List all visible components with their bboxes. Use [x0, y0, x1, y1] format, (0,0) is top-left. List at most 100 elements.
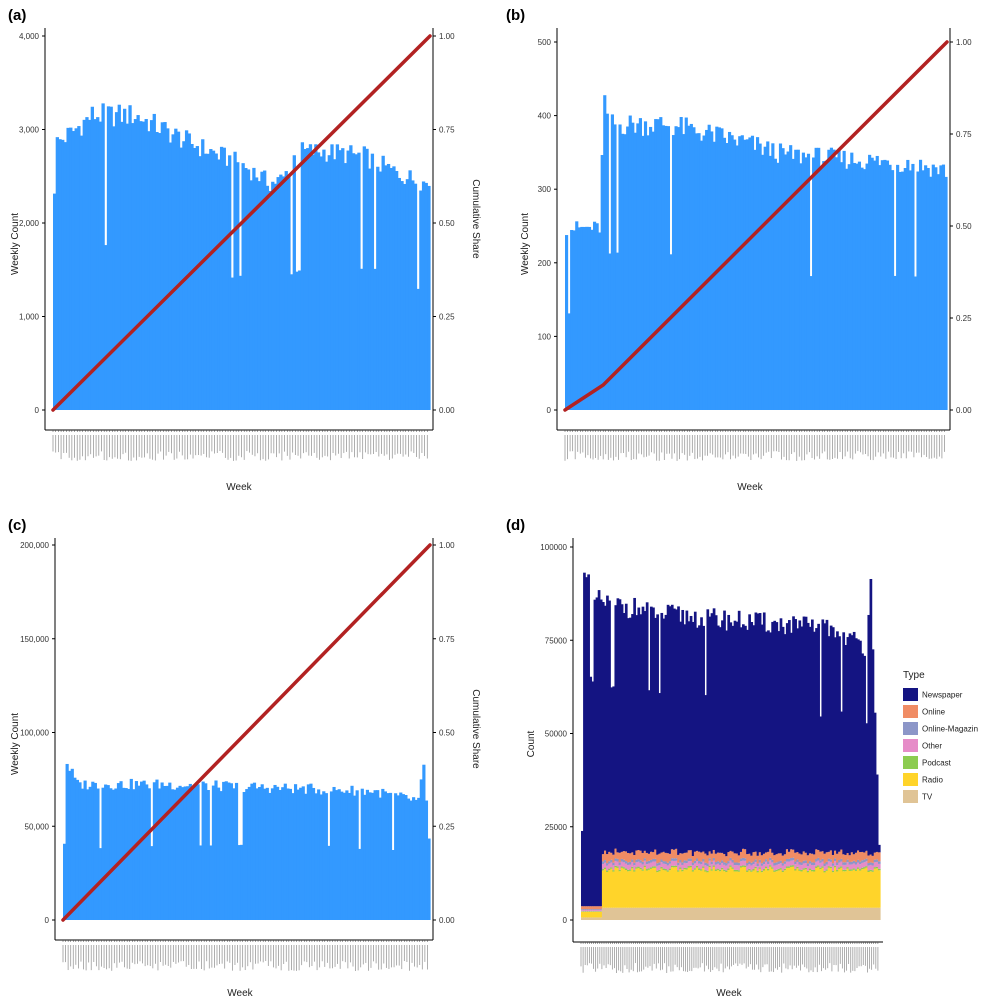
bar-newspaper	[867, 614, 871, 856]
bar	[661, 125, 665, 410]
bar-online	[854, 852, 858, 862]
left-tick-label: 0	[547, 406, 552, 415]
bar-online	[754, 851, 758, 860]
bar-other	[591, 910, 595, 912]
bar-other	[639, 862, 643, 868]
bar	[707, 124, 711, 410]
bar	[633, 132, 637, 410]
bar-podcast	[587, 911, 590, 912]
bar-online	[683, 852, 687, 861]
bar-online	[877, 852, 881, 862]
bar-radio	[765, 868, 768, 908]
bar	[827, 149, 831, 410]
bar-radio	[792, 866, 795, 908]
bar-newspaper	[767, 630, 770, 852]
right-tick-label: 0.25	[956, 314, 972, 323]
bar-online-magazin	[823, 863, 827, 867]
bar-online-magazin	[875, 859, 879, 862]
bar-online-magazin	[861, 860, 864, 863]
bar-online	[750, 855, 754, 863]
bar-online	[597, 906, 601, 910]
bar-online	[865, 850, 869, 859]
bar-radio	[811, 871, 814, 908]
bar-podcast	[838, 867, 841, 869]
bar-radio	[710, 870, 714, 908]
bar	[812, 157, 816, 410]
bar	[689, 123, 693, 411]
bar-podcast	[819, 867, 823, 870]
bar-tv	[629, 907, 632, 920]
bar-newspaper	[658, 693, 662, 854]
bar-newspaper	[595, 597, 599, 907]
bar-online	[681, 853, 685, 863]
left-tick-label: 100,000	[20, 729, 49, 738]
bar-podcast	[599, 911, 603, 912]
bar-online	[631, 852, 634, 860]
bar-other	[783, 863, 787, 869]
bar	[908, 170, 912, 410]
bar-other	[664, 864, 668, 869]
bar-online-magazin	[765, 859, 768, 862]
bar	[852, 162, 856, 410]
bar	[160, 122, 165, 411]
bar-radio	[733, 871, 737, 908]
bar-tv	[758, 907, 762, 920]
bar	[621, 133, 625, 410]
bar-online	[875, 851, 879, 860]
bar-radio	[629, 870, 632, 908]
bar	[343, 163, 348, 410]
bar	[327, 155, 331, 410]
bar-tv	[689, 907, 693, 920]
right-tick-label: 0.00	[439, 406, 455, 415]
bar-podcast	[677, 870, 680, 872]
bar-online	[716, 852, 720, 862]
bar-radio	[760, 872, 764, 908]
bar-podcast	[796, 866, 800, 869]
bar-online	[666, 853, 670, 863]
bar-radio	[643, 867, 647, 908]
bar-newspaper	[852, 631, 856, 855]
bar	[631, 122, 635, 411]
bar-other	[779, 863, 783, 869]
bar	[365, 148, 369, 410]
bar-other	[662, 863, 666, 869]
bar	[593, 221, 597, 410]
bar-radio	[748, 870, 751, 908]
bar-online	[798, 853, 802, 862]
bar-online	[796, 852, 800, 860]
bar	[171, 134, 175, 410]
bar-other	[620, 861, 624, 867]
bar	[281, 787, 285, 920]
bar	[286, 788, 290, 920]
bar	[394, 793, 398, 920]
bar-podcast	[714, 869, 718, 871]
bar-tv	[712, 907, 716, 920]
bar-online-magazin	[869, 862, 873, 865]
bar-online	[589, 906, 593, 910]
bar-online-magazin	[739, 858, 743, 862]
bar-tv	[735, 907, 739, 920]
bar	[679, 117, 683, 411]
bar	[396, 795, 400, 920]
bar-tv	[727, 907, 731, 920]
bar-radio	[861, 869, 864, 908]
bar	[139, 781, 144, 920]
bar-radio	[612, 871, 616, 908]
bar-tv	[836, 907, 839, 920]
bar-radio	[842, 871, 846, 908]
bar-podcast	[762, 869, 766, 871]
bar-newspaper	[679, 621, 682, 854]
bar-newspaper	[842, 632, 846, 855]
bar	[829, 147, 833, 410]
bar-radio	[850, 870, 854, 908]
bar-tv	[698, 907, 701, 920]
bar-other	[852, 863, 856, 869]
bar-newspaper	[781, 626, 785, 856]
bar-online-magazin	[698, 861, 701, 864]
bar	[324, 161, 329, 410]
bar	[370, 153, 375, 410]
bar	[204, 783, 208, 920]
bar-online	[817, 849, 820, 858]
right-tick-label: 0.00	[956, 406, 972, 415]
bar	[77, 126, 81, 410]
